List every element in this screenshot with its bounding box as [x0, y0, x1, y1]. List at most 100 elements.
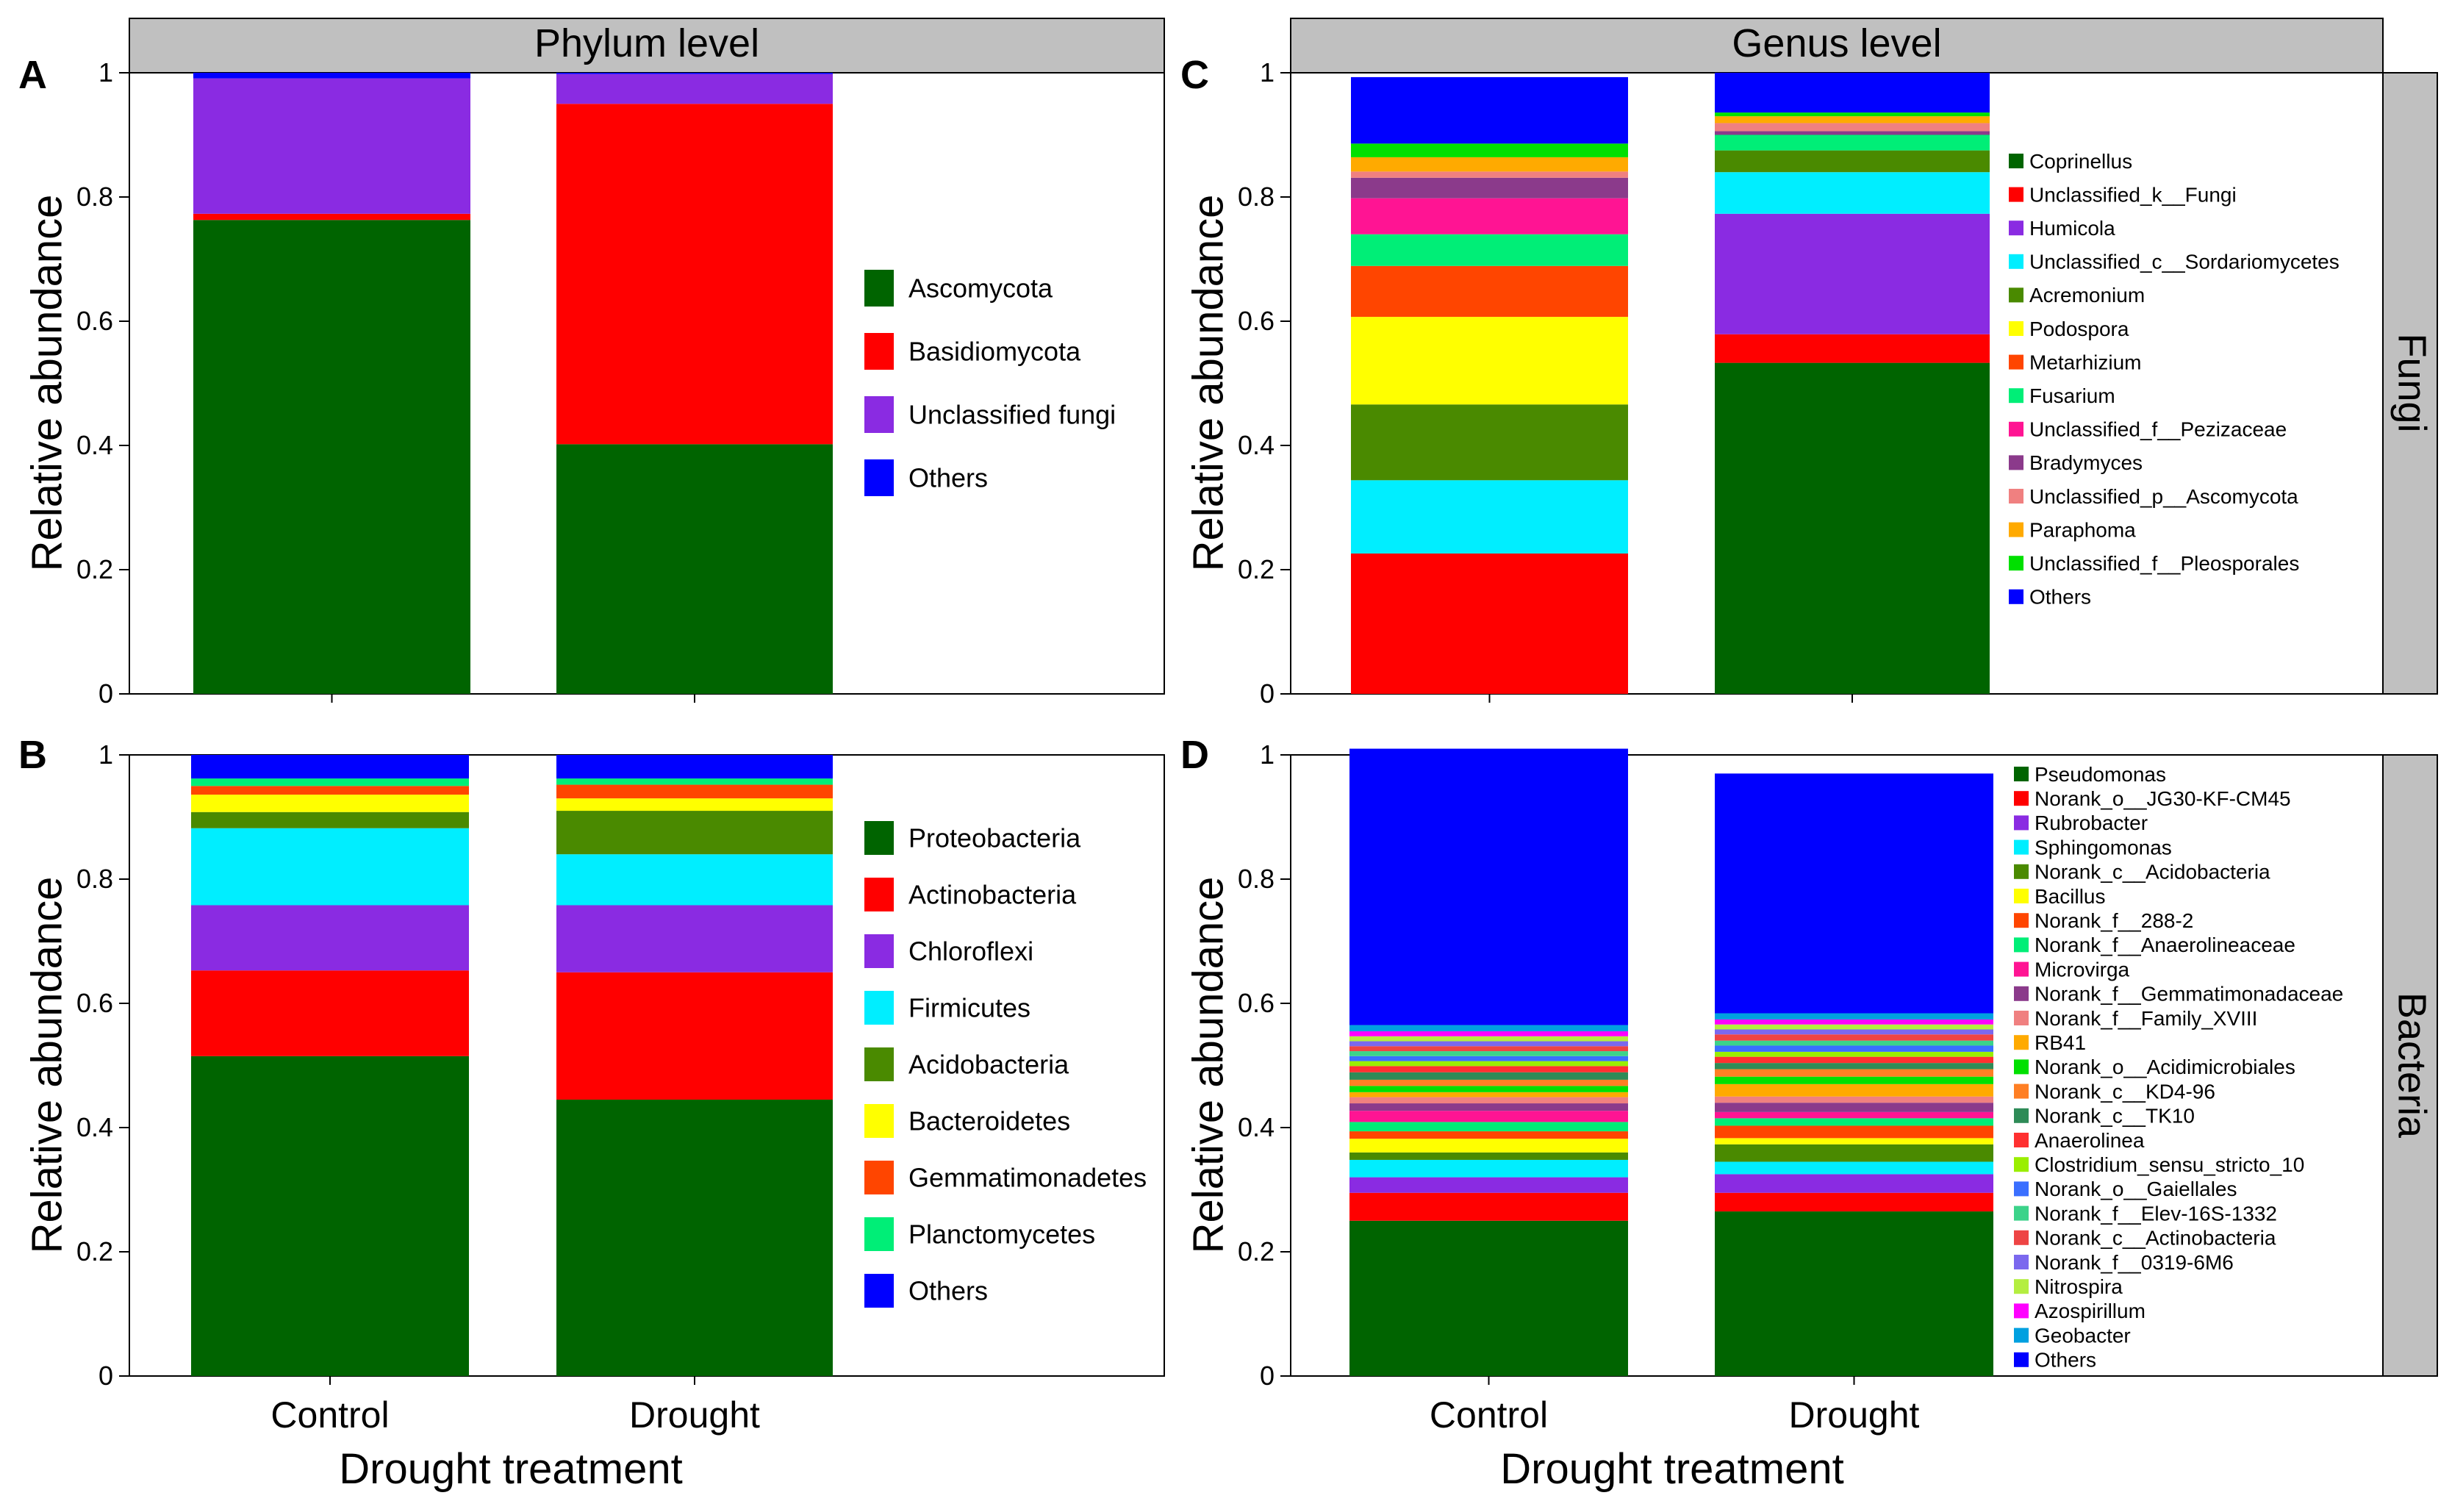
bar-segment-b: [191, 1056, 469, 1376]
bar-segment-d: [1349, 1111, 1628, 1122]
bar-segment-d: [1349, 1103, 1628, 1111]
bar-segment-d: [1715, 1096, 1993, 1103]
legend-label-d: Clostridium_sensu_stricto_10: [2035, 1153, 2304, 1176]
strip-fungi-bar: [2382, 72, 2438, 695]
bar-segment-d: [1349, 1177, 1628, 1193]
legend-swatch-d: [2014, 1059, 2029, 1075]
y-tick-label-c: 0.8: [1238, 182, 1275, 212]
legend-swatch-d: [2014, 839, 2029, 855]
legend-swatch-d: [2014, 1108, 2029, 1123]
legend-swatch-c: [2009, 522, 2023, 537]
legend-swatch-c: [2009, 556, 2023, 571]
legend-label-d: Microvirga: [2035, 958, 2130, 981]
legend-swatch-d: [2014, 1230, 2029, 1245]
bar-segment-d: [1349, 1159, 1628, 1178]
legend-swatch-b: [864, 878, 894, 911]
bar-segment-d: [1715, 1103, 1993, 1112]
legend-label-d: Norank_c__KD4-96: [2035, 1080, 2215, 1103]
bar-segment-d: [1349, 1122, 1628, 1132]
y-axis-label-a: Relative abundance: [23, 195, 71, 572]
y-tick-label-c: 0: [1260, 678, 1275, 709]
bar-segment-d: [1715, 1069, 1993, 1077]
legend-swatch-c: [2009, 421, 2023, 437]
panel-letter-d: D: [1180, 733, 1209, 777]
bar-segment-a: [193, 78, 470, 214]
bar-segment-c: [1351, 76, 1628, 144]
bar-segment-d: [1715, 1161, 1993, 1175]
bar-segment-b: [191, 828, 469, 906]
y-tick-label-d: 0.4: [1238, 1112, 1275, 1142]
legend-swatch-d: [2014, 1205, 2029, 1221]
legend-label-d: Norank_f__Anaerolineaceae: [2035, 934, 2295, 956]
bar-segment-d: [1715, 1144, 1993, 1162]
legend-swatch-a: [864, 270, 894, 307]
bar-segment-b: [556, 854, 833, 906]
bar-segment-c: [1351, 480, 1628, 554]
legend-label-c: Unclassified_c__Sordariomycetes: [2029, 251, 2340, 273]
y-tick-label-d: 1: [1260, 739, 1275, 770]
legend-label-a: Unclassified fungi: [908, 400, 1116, 430]
bar-segment-d: [1715, 1034, 1993, 1041]
bar-segment-d: [1349, 1079, 1628, 1086]
legend-swatch-a: [864, 333, 894, 370]
bar-segment-d: [1349, 1131, 1628, 1139]
bar-segment-d: [1715, 1051, 1993, 1057]
legend-label-c: Acremonium: [2029, 284, 2145, 307]
y-tick-label-d: 0.6: [1238, 988, 1275, 1018]
strip-fungi-label: Fungi: [2390, 333, 2434, 432]
legend-label-d: Norank_f__Family_XVIII: [2035, 1007, 2257, 1030]
y-tick-label-a: 0.8: [76, 182, 113, 212]
bar-segment-d: [1715, 1083, 1993, 1097]
bar-segment-d: [1715, 1029, 1993, 1035]
bar-segment-d: [1349, 1066, 1628, 1072]
bar-segment-d: [1349, 1097, 1628, 1104]
bar-segment-d: [1349, 1041, 1628, 1047]
legend-label-b: Proteobacteria: [908, 823, 1081, 853]
bar-segment-d: [1349, 1152, 1628, 1160]
legend-label-d: Norank_f__Gemmatimonadaceae: [2035, 983, 2343, 1006]
legend-label-b: Gemmatimonadetes: [908, 1163, 1147, 1193]
bar-segment-c: [1715, 334, 1990, 363]
legend-label-a: Basidiomycota: [908, 337, 1081, 367]
legend-label-d: Nitrospira: [2035, 1275, 2123, 1298]
legend-label-b: Bacteroidetes: [908, 1106, 1070, 1136]
legend-swatch-d: [2014, 1083, 2029, 1099]
bar-segment-c: [1715, 112, 1990, 117]
bar-segment-d: [1715, 1040, 1993, 1046]
bar-segment-b: [191, 778, 469, 787]
y-tick-label-b: 0.2: [76, 1236, 113, 1266]
x-tick-label-d: Drought: [1789, 1394, 1920, 1436]
bar-segment-a: [193, 213, 470, 221]
y-tick-label-b: 0: [98, 1361, 113, 1391]
legend-label-d: Norank_f__Elev-16S-1332: [2035, 1202, 2277, 1225]
bar-segment-d: [1715, 1056, 1993, 1064]
legend-swatch-c: [2009, 589, 2023, 604]
bar-segment-a: [193, 220, 470, 694]
bar-segment-d: [1715, 1118, 1993, 1126]
bar-segment-c: [1715, 73, 1990, 113]
bar-segment-d: [1349, 1036, 1628, 1042]
bar-segment-c: [1715, 213, 1990, 334]
bar-segment-b: [191, 905, 469, 971]
legend-label-d: Others: [2035, 1349, 2096, 1372]
y-tick-label-d: 0.8: [1238, 864, 1275, 894]
bar-segment-c: [1351, 234, 1628, 266]
legend-label-c: Paraphoma: [2029, 518, 2136, 541]
bar-segment-d: [1715, 773, 1993, 1014]
legend-label-c: Humicola: [2029, 217, 2115, 240]
y-tick-label-a: 0: [98, 678, 113, 709]
y-tick-label-c: 0.6: [1238, 306, 1275, 336]
legend-label-c: Coprinellus: [2029, 150, 2132, 173]
bar-segment-b: [556, 972, 833, 1100]
legend-label-d: Norank_c__Acidobacteria: [2035, 861, 2270, 884]
bar-segment-b: [556, 778, 833, 785]
legend-label-d: Sphingomonas: [2035, 836, 2172, 859]
legend-label-b: Chloroflexi: [908, 936, 1033, 967]
legend-label-c: Bradymyces: [2029, 451, 2143, 474]
bar-segment-b: [556, 1099, 833, 1376]
legend-swatch-d: [2014, 767, 2029, 781]
bar-segment-b: [191, 795, 469, 812]
bar-segment-d: [1349, 1072, 1628, 1080]
bar-segment-c: [1351, 143, 1628, 157]
panel-d: D Relative abundance 0 0.2 0.4 0.6 0.8 1 Control…: [1180, 733, 2384, 1436]
